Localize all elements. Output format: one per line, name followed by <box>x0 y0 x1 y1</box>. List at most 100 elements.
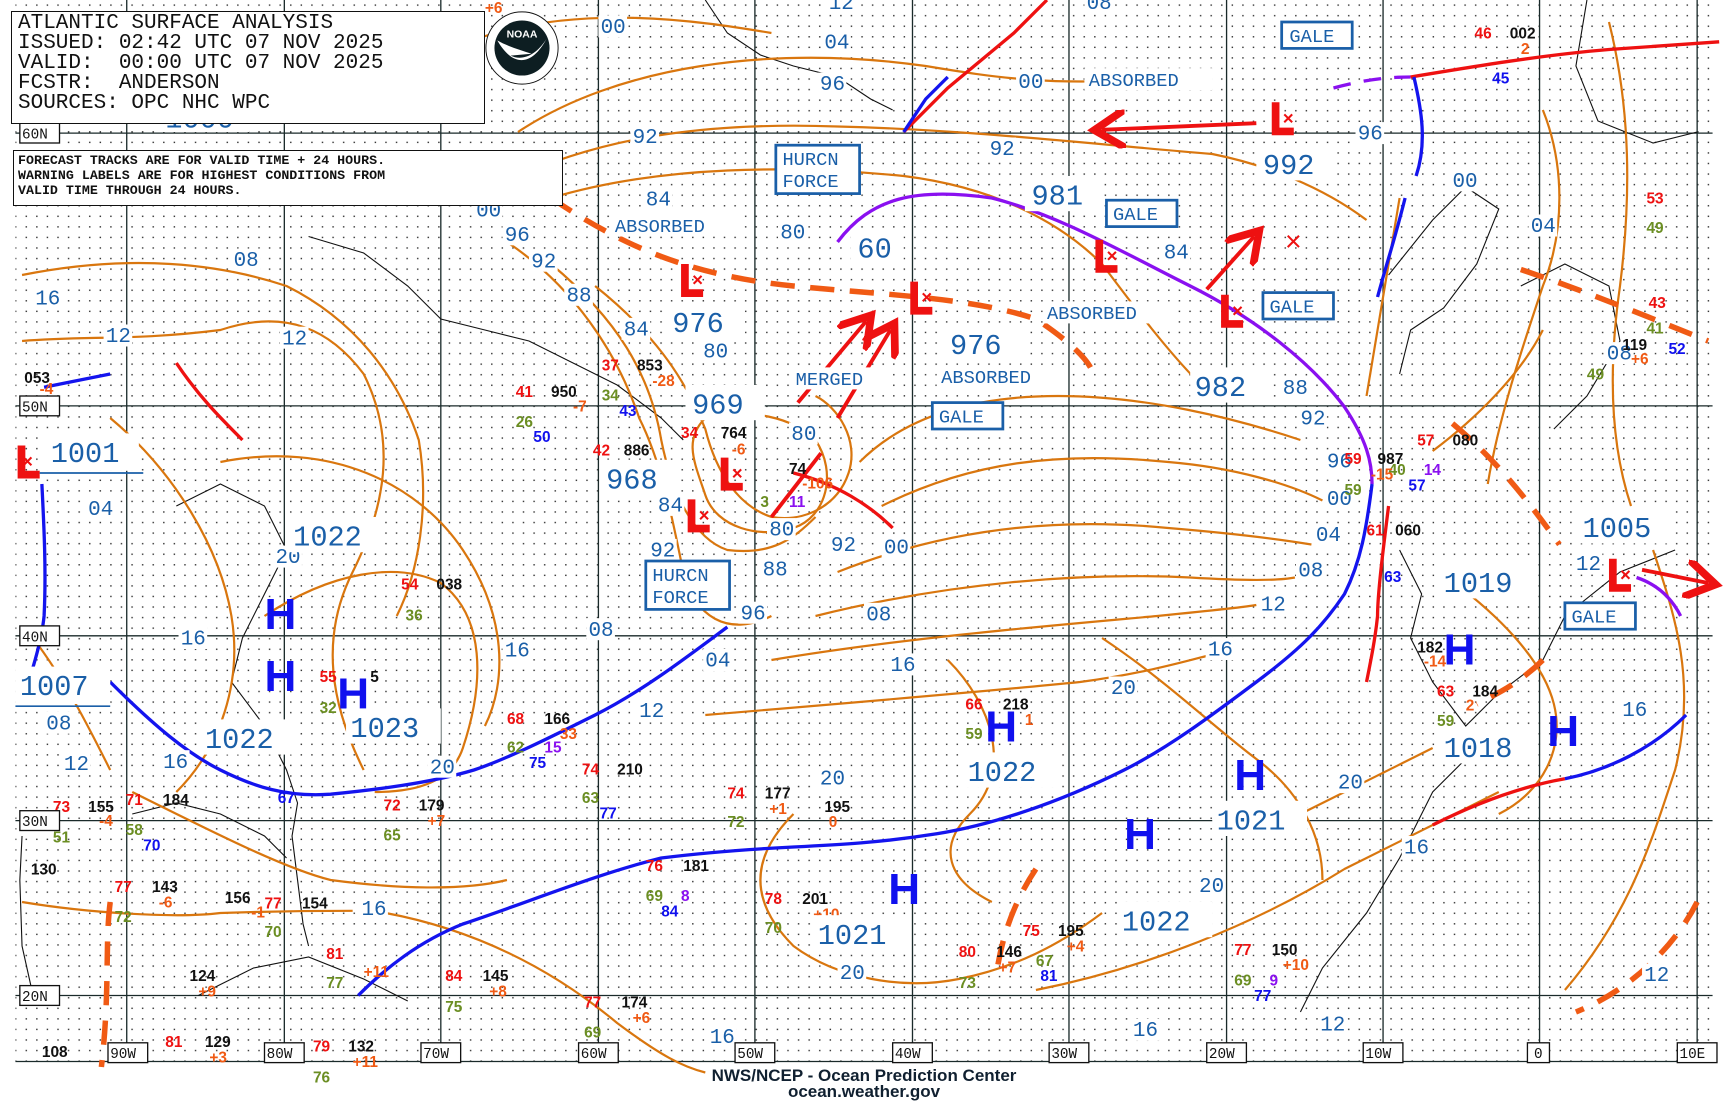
svg-text:×: × <box>1232 300 1243 321</box>
isobar-label: 08 <box>1298 560 1323 583</box>
station-observation-value: 75 <box>529 755 547 772</box>
station-observation-value: 15 <box>544 739 562 756</box>
svg-text:1005: 1005 <box>1583 513 1652 546</box>
isobar-label: 80 <box>780 223 805 246</box>
svg-text:H: H <box>264 590 296 639</box>
station-observation-value: +11 <box>364 964 390 981</box>
station-observation-value: 145 <box>483 968 509 985</box>
station-observation-value: 63 <box>1437 683 1455 700</box>
svg-text:982: 982 <box>1195 372 1247 405</box>
valid-time: VALID: 00:00 UTC 07 NOV 2025 <box>18 52 384 75</box>
station-observation-value: 038 <box>436 577 462 594</box>
station-observation-value: +8 <box>489 984 507 1001</box>
station-observation-value: 67 <box>278 790 295 807</box>
station-observation-value: 69 <box>646 888 663 905</box>
station-observation-value: 060 <box>1395 523 1421 540</box>
footer-website[interactable]: ocean.weather.gov <box>787 1082 941 1101</box>
svg-text:1022: 1022 <box>205 724 274 757</box>
svg-text:FORCE: FORCE <box>652 587 708 609</box>
station-observation-value: 63 <box>582 790 600 807</box>
low-center: × <box>1271 102 1294 136</box>
station-observation-value: 53 <box>1646 191 1664 208</box>
station-observation-value: 2 <box>1466 698 1475 715</box>
svg-text:FORCE: FORCE <box>782 171 838 193</box>
station-observation-value: 950 <box>551 384 577 401</box>
station-observation-value: 77 <box>1254 988 1271 1005</box>
forecaster: FCSTR: ANDERSON <box>18 72 220 95</box>
svg-text:×: × <box>699 504 710 525</box>
svg-text:40W: 40W <box>895 1047 921 1063</box>
station-observation-value: 43 <box>1649 295 1667 312</box>
dissipated-low-x: × <box>1285 226 1302 258</box>
station-observation-value: -4 <box>40 381 54 398</box>
svg-text:GALE: GALE <box>1113 204 1158 226</box>
station-observation-value: -6 <box>732 441 746 458</box>
station-observation-value: 181 <box>683 858 709 875</box>
cold-front-north <box>1412 76 1424 177</box>
station-observation-value: 5 <box>370 669 379 686</box>
svg-text:70W: 70W <box>423 1047 449 1063</box>
svg-text:40N: 40N <box>22 630 48 646</box>
isobar-label: 88 <box>566 285 591 308</box>
svg-text:969: 969 <box>692 390 744 423</box>
isobar-label: 00 <box>1327 489 1352 512</box>
svg-text:30W: 30W <box>1051 1047 1077 1063</box>
svg-text:1023: 1023 <box>350 713 419 746</box>
station-observation-value: 74 <box>789 461 807 478</box>
station-observation-value: 59 <box>1344 482 1361 499</box>
isobar-label: 16 <box>1208 640 1233 663</box>
station-observation-value: 8 <box>681 888 690 905</box>
station-observation-value: 62 <box>507 739 524 756</box>
fronts <box>27 0 1720 997</box>
station-observation-value: 79 <box>313 1039 330 1056</box>
station-observation-value: 77 <box>600 805 617 822</box>
isobar-label: 92 <box>633 127 658 150</box>
isobar-label: 20 <box>840 963 865 986</box>
lon-labels: 90W 80W 70W 60W 50W 40W 30W 20W 10W 0 10… <box>107 1042 1718 1064</box>
isobar-label: 12 <box>106 326 131 349</box>
warm-front <box>902 0 1049 134</box>
isobar-label: 80 <box>791 424 816 447</box>
occluded-front <box>836 192 1374 485</box>
sources: SOURCES: OPC NHC WPC <box>18 92 271 115</box>
station-observation-value: 174 <box>622 995 648 1012</box>
station-observation-value: 201 <box>802 891 828 908</box>
station-observation-value: 129 <box>205 1034 231 1051</box>
svg-text:H: H <box>1124 810 1156 859</box>
station-observation-value: 46 <box>1475 26 1493 43</box>
svg-text:ABSORBED: ABSORBED <box>615 216 705 238</box>
svg-text:20N: 20N <box>22 990 48 1006</box>
svg-text:1007: 1007 <box>20 671 89 704</box>
station-observation-value: 72 <box>384 798 401 815</box>
isobar-label: 00 <box>1018 72 1043 95</box>
station-observation-value: 0 <box>829 814 838 831</box>
isobar-label: 88 <box>1283 378 1308 401</box>
station-observation-value: -1 <box>251 904 265 921</box>
station-observation-value: 57 <box>1417 433 1434 450</box>
station-observation-value: 75 <box>1023 923 1041 940</box>
station-observation-value: -4 <box>99 813 113 830</box>
station-observation-value: 77 <box>115 879 132 896</box>
isobar-label: 84 <box>1164 243 1189 266</box>
station-observation-value: 34 <box>681 425 699 442</box>
svg-text:GALE: GALE <box>1270 296 1315 318</box>
svg-text:HURCN: HURCN <box>652 565 708 587</box>
station-observation-value: 77 <box>1234 942 1251 959</box>
station-observation-value: 81 <box>1040 968 1058 985</box>
cold-front-africa <box>1564 713 1688 781</box>
station-observation-value: 45 <box>1492 71 1510 88</box>
isobar-label: 96 <box>741 603 766 626</box>
svg-text:H: H <box>1547 707 1579 756</box>
isobar-label: 12 <box>1320 1015 1345 1038</box>
svg-text:H: H <box>1444 625 1476 674</box>
low-center: × <box>1095 239 1118 273</box>
isobar-label: 16 <box>505 641 530 664</box>
station-observation-value: 75 <box>445 999 463 1016</box>
station-observation-value: 34 <box>602 387 620 404</box>
isobar-label: 92 <box>990 139 1015 162</box>
station-observation-value: 053 <box>24 370 50 387</box>
cold-front-far-west <box>27 483 47 683</box>
isobar-label: 08 <box>1607 344 1632 367</box>
station-observation-value: 63 <box>1384 569 1402 586</box>
